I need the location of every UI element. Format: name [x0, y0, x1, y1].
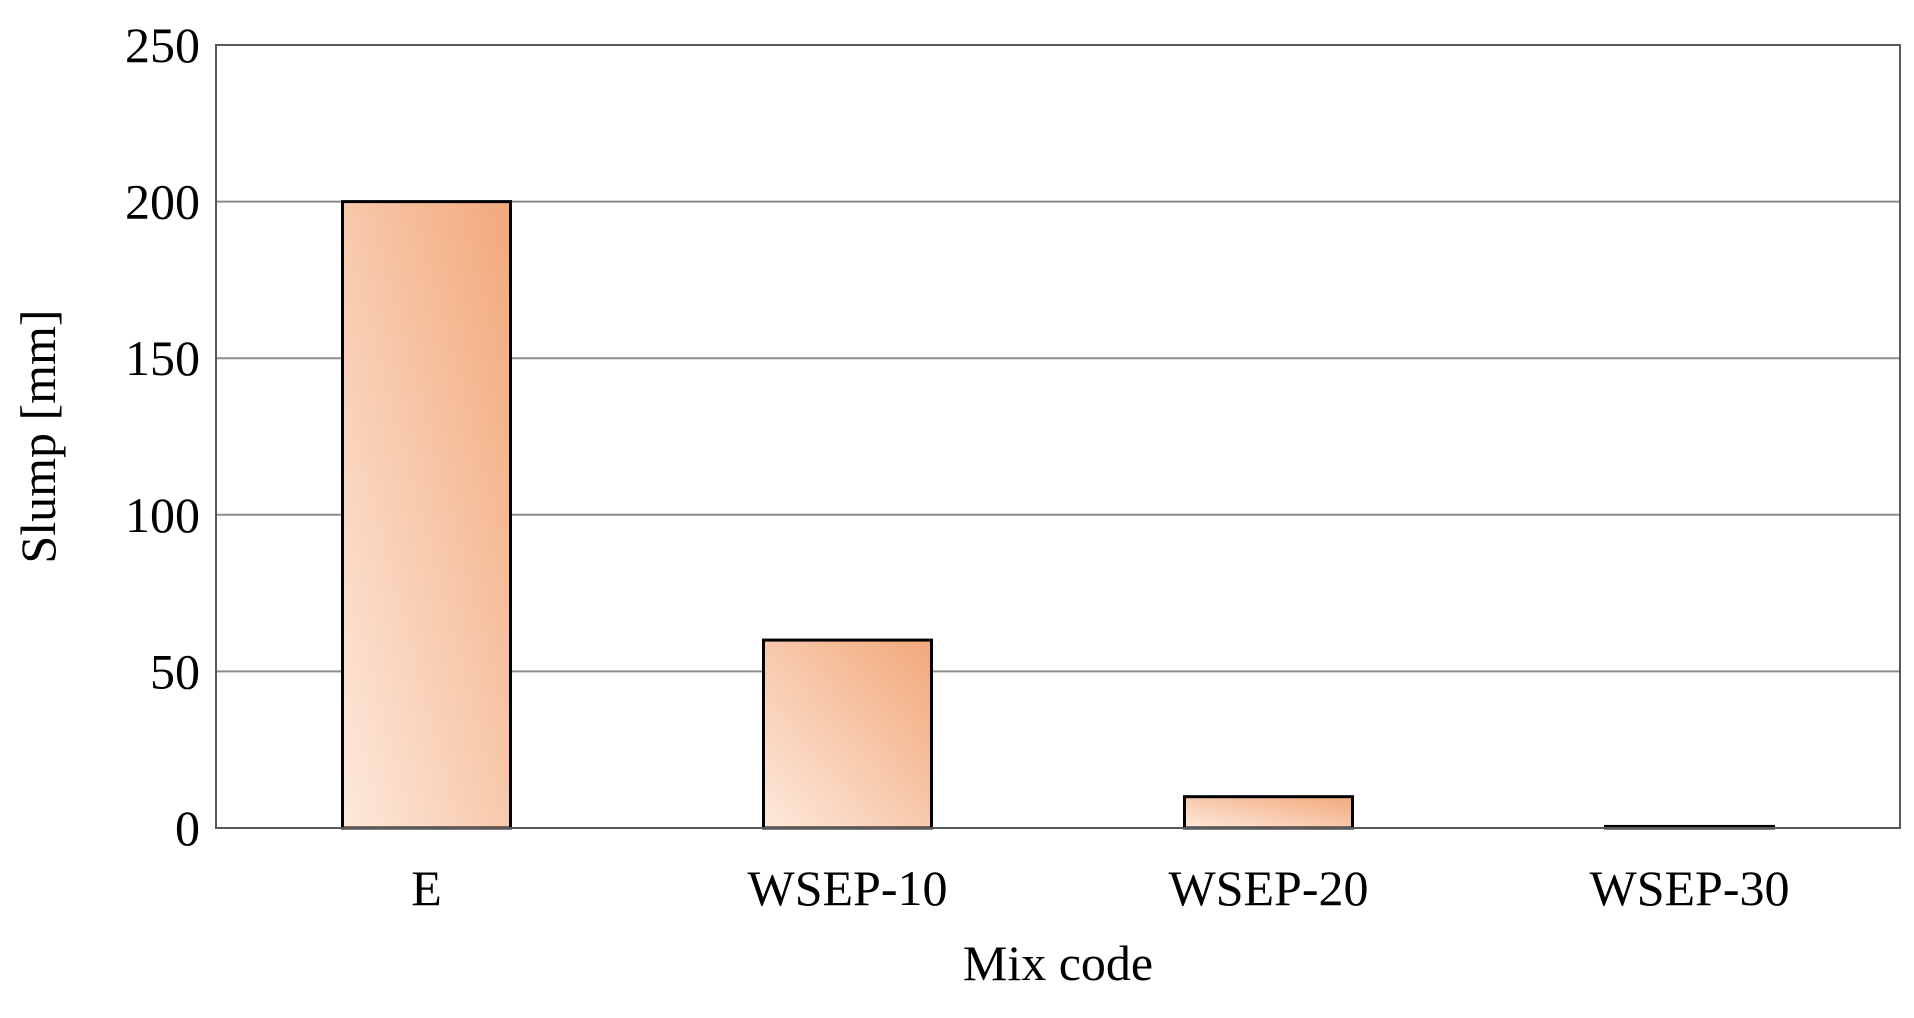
y-tick-label-200: 200 [125, 174, 200, 230]
x-tick-label-wsep-20: WSEP-20 [1169, 860, 1369, 916]
bar-e [341, 200, 512, 830]
y-tick-label-250: 250 [125, 17, 200, 73]
x-tick-label-wsep-30: WSEP-30 [1590, 860, 1790, 916]
y-tick-label-150: 150 [125, 330, 200, 386]
y-tick-labels: 0 50 100 150 200 250 [125, 17, 200, 856]
y-axis-title: Slump [mm] [10, 309, 66, 563]
x-tick-labels: E WSEP-10 WSEP-20 WSEP-30 [411, 860, 1789, 916]
y-tick-label-0: 0 [175, 800, 200, 856]
y-tick-label-100: 100 [125, 487, 200, 543]
y-tick-label-50: 50 [150, 643, 200, 699]
bar-wsep-20 [1183, 795, 1354, 830]
plot-frame [215, 44, 1901, 829]
x-tick-label-wsep-10: WSEP-10 [748, 860, 948, 916]
bar-wsep-10 [762, 638, 933, 830]
x-tick-label-e: E [411, 860, 442, 916]
x-axis-title: Mix code [963, 935, 1153, 991]
